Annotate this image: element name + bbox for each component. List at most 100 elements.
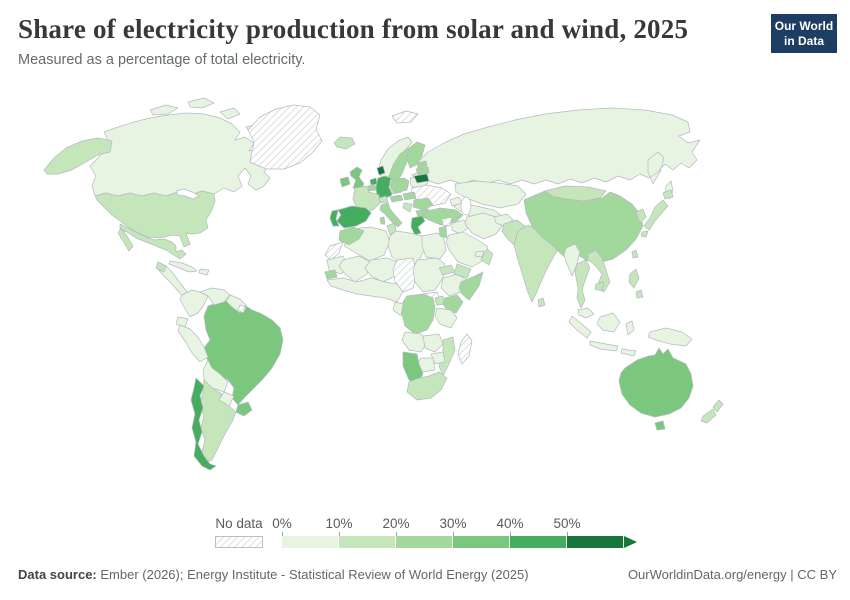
country-hungary[interactable] xyxy=(402,191,417,201)
country-cuba[interactable] xyxy=(168,260,198,273)
country-germany[interactable] xyxy=(375,175,393,200)
country-netherlands[interactable] xyxy=(369,177,378,186)
country-usa[interactable] xyxy=(94,190,216,248)
country-mongolia[interactable] xyxy=(544,185,607,202)
country-niger[interactable] xyxy=(364,257,398,283)
country-ireland[interactable] xyxy=(339,176,351,188)
country-finland[interactable] xyxy=(406,141,426,169)
country-tasmania[interactable] xyxy=(654,420,666,431)
country-south-africa[interactable] xyxy=(406,371,448,401)
legend-no-data-swatch[interactable] xyxy=(215,536,263,548)
country-tunisia[interactable] xyxy=(386,222,397,236)
country-israel-jordan[interactable] xyxy=(438,225,448,239)
legend-color-bar xyxy=(282,536,637,548)
country-thailand[interactable] xyxy=(574,259,591,309)
country-colombia[interactable] xyxy=(179,289,209,318)
country-sudan[interactable] xyxy=(412,257,446,293)
country-morocco[interactable] xyxy=(338,226,365,246)
legend-color-segment[interactable] xyxy=(339,536,396,548)
country-australia[interactable] xyxy=(618,347,694,418)
country-western-sahara[interactable] xyxy=(324,241,344,261)
country-latvia[interactable] xyxy=(415,166,430,176)
country-french-guiana[interactable] xyxy=(237,304,247,314)
legend-tick-label: 20% xyxy=(382,516,410,531)
country-west-africa[interactable] xyxy=(326,277,404,303)
country-iceland[interactable] xyxy=(333,136,356,150)
country-poland[interactable] xyxy=(389,177,410,194)
country-borneo[interactable] xyxy=(596,312,621,333)
country-portugal[interactable] xyxy=(329,209,340,227)
country-kazakhstan[interactable] xyxy=(454,180,527,209)
country-france[interactable] xyxy=(352,185,381,214)
country-alaska[interactable] xyxy=(43,137,113,175)
country-romania[interactable] xyxy=(412,197,434,211)
country-south-korea[interactable] xyxy=(635,208,647,224)
legend-color-segment[interactable] xyxy=(510,536,567,548)
legend-tick-label: 50% xyxy=(553,516,581,531)
country-kenya[interactable] xyxy=(442,294,464,314)
country-new-guinea[interactable] xyxy=(647,327,693,347)
legend-tick-label: 0% xyxy=(272,516,292,531)
country-greenland[interactable] xyxy=(247,104,323,170)
owid-logo-line1: Our World xyxy=(774,19,834,33)
country-vietnam[interactable] xyxy=(587,249,611,293)
country-zambia[interactable] xyxy=(422,333,444,353)
country-cambodia[interactable] xyxy=(594,281,605,292)
country-gabon-congo[interactable] xyxy=(392,301,404,317)
country-iran[interactable] xyxy=(464,212,503,240)
country-canada[interactable] xyxy=(89,97,271,197)
country-peru[interactable] xyxy=(177,324,209,363)
country-balkans[interactable] xyxy=(402,202,413,213)
country-uae[interactable] xyxy=(474,250,485,258)
country-spain[interactable] xyxy=(336,205,372,229)
country-iraq[interactable] xyxy=(451,219,469,235)
country-java[interactable] xyxy=(589,340,619,352)
country-argentina[interactable] xyxy=(199,379,237,463)
country-libya[interactable] xyxy=(387,230,425,266)
country-sri-lanka[interactable] xyxy=(537,297,546,308)
country-mexico[interactable] xyxy=(117,223,187,260)
country-myanmar[interactable] xyxy=(563,243,581,277)
country-philippines[interactable] xyxy=(628,268,644,299)
country-madagascar[interactable] xyxy=(457,333,473,365)
country-oman[interactable] xyxy=(480,248,494,266)
country-denmark[interactable] xyxy=(376,165,386,176)
country-switzerland[interactable] xyxy=(378,195,389,204)
legend-color-segment[interactable] xyxy=(567,536,624,548)
country-guatemala[interactable] xyxy=(155,261,167,273)
country-uruguay[interactable] xyxy=(235,401,253,417)
country-svalbard[interactable] xyxy=(391,110,419,124)
country-angola[interactable] xyxy=(401,331,428,353)
country-chile[interactable] xyxy=(190,377,217,471)
country-malaysia[interactable] xyxy=(577,307,595,319)
country-new-zealand[interactable] xyxy=(700,399,724,424)
country-yemen[interactable] xyxy=(453,263,472,279)
country-lesser-sunda[interactable] xyxy=(620,348,637,357)
country-mali[interactable] xyxy=(338,255,372,283)
owid-logo[interactable]: Our World in Data xyxy=(771,14,837,53)
country-saudi-arabia[interactable] xyxy=(445,231,489,268)
country-sulawesi[interactable] xyxy=(625,320,635,336)
country-egypt[interactable] xyxy=(421,232,447,260)
legend-color-segment[interactable] xyxy=(282,536,339,548)
footer-link[interactable]: OurWorldinData.org/energy | CC BY xyxy=(627,567,837,582)
country-venezuela[interactable] xyxy=(199,287,231,306)
country-taiwan[interactable] xyxy=(631,249,639,259)
country-somalia[interactable] xyxy=(458,271,484,301)
legend-tick-mark xyxy=(453,532,454,536)
country-japan[interactable] xyxy=(640,189,674,238)
country-drc[interactable] xyxy=(400,293,436,335)
legend-color-segment[interactable] xyxy=(396,536,453,548)
country-lithuania[interactable] xyxy=(413,173,430,184)
country-estonia[interactable] xyxy=(416,160,428,169)
country-senegal[interactable] xyxy=(324,269,338,280)
country-syria[interactable] xyxy=(441,216,453,227)
country-tanzania[interactable] xyxy=(434,307,458,329)
country-sumatra[interactable] xyxy=(568,315,592,339)
country-belgium[interactable] xyxy=(367,184,377,192)
country-chad[interactable] xyxy=(392,257,418,293)
legend-tick-mark xyxy=(510,532,511,536)
country-hispaniola[interactable] xyxy=(198,268,210,276)
legend-color-segment[interactable] xyxy=(453,536,510,548)
country-austria[interactable] xyxy=(389,194,404,203)
